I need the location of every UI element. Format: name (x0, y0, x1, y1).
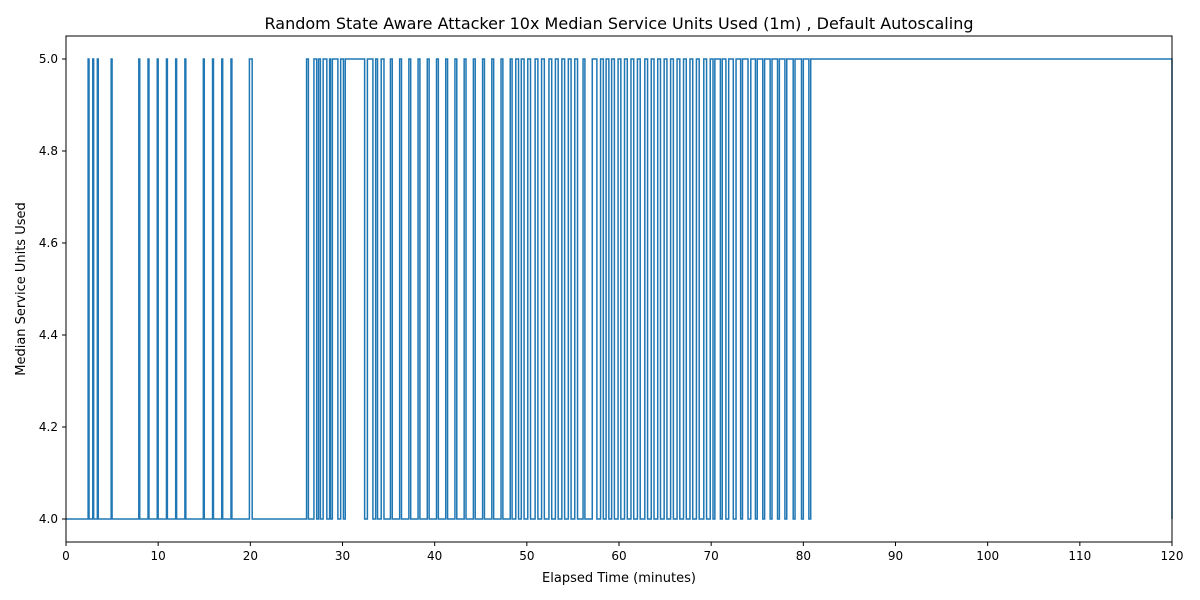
x-tick-label: 0 (62, 549, 70, 563)
y-tick-label: 4.2 (39, 420, 58, 434)
x-tick-label: 90 (888, 549, 903, 563)
y-tick-label: 4.0 (39, 512, 58, 526)
plot-area: 0 10 20 30 40 50 60 70 80 90 100 110 120 4.0 4.2 4.4 4.6… (39, 35, 1184, 563)
x-tick-label: 20 (243, 549, 258, 563)
y-tick-label: 5.0 (39, 52, 58, 66)
x-tick-label: 100 (976, 549, 999, 563)
x-tick-label: 70 (704, 549, 719, 563)
y-tick-label: 4.6 (39, 236, 58, 250)
x-tick-label: 30 (335, 549, 350, 563)
series-line (66, 58, 1173, 520)
x-tick-label: 60 (611, 549, 626, 563)
x-tick-label: 80 (796, 549, 811, 563)
x-tick-label: 120 (1161, 549, 1184, 563)
chart-title: Random State Aware Attacker 10x Median S… (265, 14, 974, 33)
x-tick-label: 10 (151, 549, 166, 563)
x-tick-label: 40 (427, 549, 442, 563)
x-axis-label: Elapsed Time (minutes) (542, 571, 696, 586)
x-tick-label: 110 (1068, 549, 1091, 563)
y-axis-label: Median Service Units Used (14, 202, 29, 376)
y-tick-label: 4.8 (39, 144, 58, 158)
y-tick-label: 4.4 (39, 328, 58, 342)
x-tick-label: 50 (519, 549, 534, 563)
